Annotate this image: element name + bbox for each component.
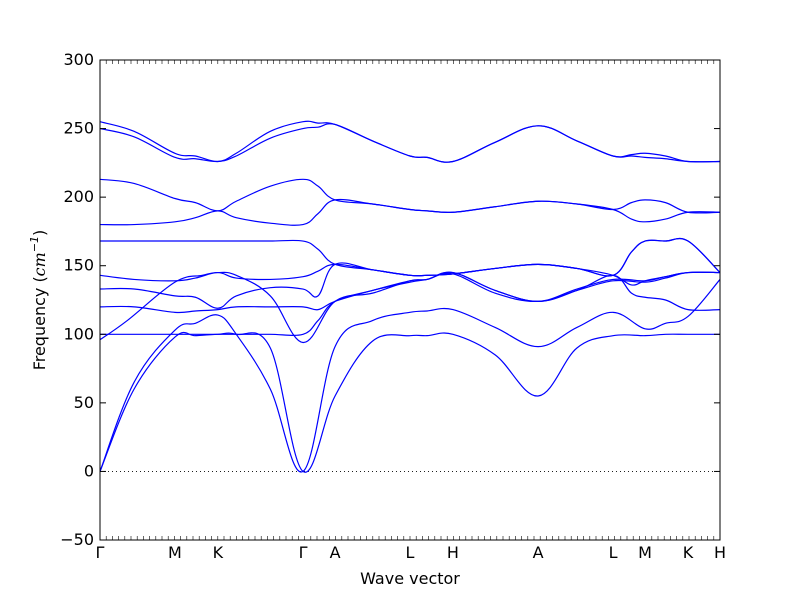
x-tick-label: A [330,543,341,562]
x-tick-label: Γ [96,543,105,562]
y-tick-label: 50 [74,393,94,412]
x-axis-title: Wave vector [360,569,460,588]
plot-frame [99,59,721,541]
phonon-band-4 [100,271,721,336]
phonon-band-2 [99,279,721,473]
phonon-band-10 [99,178,721,214]
y-tick-label: −50 [60,530,94,549]
x-tick-label: L [609,543,618,562]
y-axis-title: Frequency (cm−1) [28,230,49,371]
phonon-band-5 [99,271,721,314]
phonon-band-6 [99,262,721,309]
y-tick-label: 300 [63,50,94,69]
x-tick-label: A [533,543,544,562]
y-tick-label: 250 [63,119,94,138]
y-tick-label: 150 [63,256,94,275]
x-tick-label: M [638,543,652,562]
y-tick-label: 100 [63,324,94,343]
x-tick-label: H [447,543,459,562]
phonon-band-9 [99,198,721,226]
x-tick-label: K [683,543,694,562]
y-tick-label: 0 [84,461,94,480]
phonon-band-12 [99,120,721,163]
phonon-band-8 [100,237,721,277]
x-tick-label: K [213,543,224,562]
x-tick-label: L [406,543,415,562]
x-tick-label: M [168,543,182,562]
y-tick-label: 200 [63,187,94,206]
phonon-band-1 [99,331,720,473]
x-tick-label: Γ [299,543,308,562]
x-tick-label: H [714,543,726,562]
